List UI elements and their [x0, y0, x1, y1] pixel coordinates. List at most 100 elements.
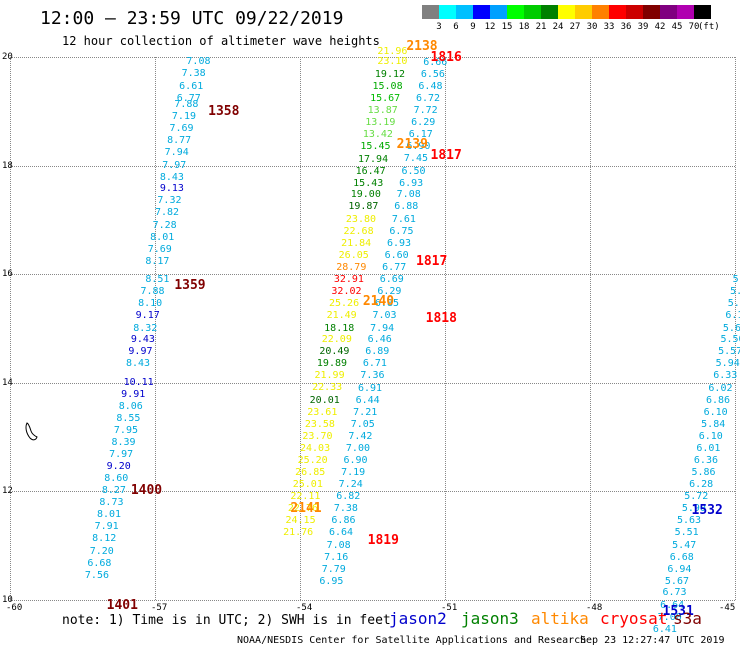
scale-swatch: [626, 5, 643, 19]
wave-height-value: 15.45: [360, 141, 391, 153]
latitude-label: 16: [2, 269, 13, 280]
wave-height-value: 15.43: [353, 177, 384, 189]
scale-swatch: [558, 5, 575, 19]
wave-height-value: 8.77: [167, 135, 192, 147]
wave-height-value: 25.26: [329, 298, 360, 310]
wave-height-value: 6.71: [362, 358, 387, 370]
wave-height-value: 6.56: [420, 68, 445, 80]
wave-height-value: 7.69: [147, 243, 172, 255]
pass-time-label: 2138: [406, 39, 438, 55]
legend-item-jason2: jason2: [389, 609, 447, 628]
latitude-gridline: [10, 57, 735, 58]
wave-height-value: 32.02: [331, 286, 362, 298]
pass-time-label: 1816: [430, 50, 462, 65]
pass-time-label: 2139: [396, 136, 428, 152]
wave-height-value: 28.79: [336, 261, 367, 273]
wave-height-value: 15.67: [370, 92, 401, 104]
scale-label: 36: [620, 22, 632, 32]
pass-time-label: 1817: [416, 253, 448, 269]
scale-swatch: [456, 5, 473, 19]
wave-height-value: 25.20: [297, 454, 328, 466]
wave-height-value: 7.42: [348, 431, 373, 443]
wave-height-value: 6.90: [406, 141, 431, 153]
wave-height-value: 20.01: [309, 394, 340, 406]
scale-label: 45: [671, 22, 683, 32]
wave-height-value: 8.12: [92, 533, 117, 545]
wave-height-value: 7.97: [162, 159, 187, 171]
latitude-label: 14: [2, 377, 13, 388]
wave-height-value: 8.01: [97, 509, 122, 521]
wave-height-value: 7.95: [113, 424, 138, 436]
wave-height-value: 7.38: [181, 68, 206, 80]
wave-height-value: 6.95: [319, 575, 344, 587]
scale-label: 42: [654, 22, 666, 32]
wave-height-value: 6.10: [725, 310, 740, 321]
longitude-label: -48: [586, 603, 603, 613]
scale-label: 18: [518, 22, 530, 32]
wave-height-value: 24.03: [300, 443, 331, 455]
wave-height-value: 6.94: [667, 563, 692, 575]
wave-height-value: 9.13: [159, 183, 184, 195]
wave-height-value: 8.01: [150, 231, 175, 243]
wave-height-value: 5.63: [677, 515, 702, 527]
wave-height-value: 6.69: [379, 273, 404, 285]
wave-height-value: 7.38: [333, 503, 358, 515]
wave-height-value: 8.43: [126, 358, 151, 370]
wave-height-value: 23.61: [307, 406, 338, 418]
scale-swatch: [592, 5, 609, 19]
wave-height-value: 7.05: [350, 418, 375, 430]
wave-height-value: 6.10: [703, 406, 728, 418]
wave-height-value: 21.99: [314, 370, 345, 382]
pass-time-label: 1532: [691, 503, 723, 519]
wave-height-value: 6.02: [708, 382, 733, 394]
wave-height-value: 8.39: [111, 437, 136, 449]
longitude-gridline: [10, 57, 11, 600]
wave-height-value: 6.73: [662, 587, 687, 599]
wave-height-value: 7.97: [109, 449, 134, 461]
scale-label: 21: [535, 22, 547, 32]
wave-height-value: 7.94: [164, 147, 189, 159]
wave-height-value: 26.85: [295, 466, 326, 478]
scale-swatch: [507, 5, 524, 19]
wave-height-value: 6.29: [411, 117, 436, 129]
wave-height-value: 6.89: [365, 346, 390, 358]
wave-height-value: 6.60: [384, 249, 409, 261]
wave-height-value: 5.57: [718, 346, 740, 358]
wave-height-value: 7.08: [326, 539, 351, 551]
wave-height-value: 7.45: [403, 153, 428, 165]
pass-time-label: 2140: [362, 294, 395, 310]
wave-height-value: 8.27: [101, 485, 126, 497]
wave-height-value: 7.72: [413, 105, 438, 117]
scale-swatch: [643, 5, 660, 19]
wave-height-value: 7.32: [157, 195, 182, 207]
pass-time-label: 1818: [425, 310, 457, 326]
wave-height-value: 17.94: [358, 154, 389, 166]
scale-label: 15: [501, 22, 513, 32]
latitude-label: 20: [2, 52, 13, 62]
wave-height-value: 19.12: [374, 68, 406, 80]
wave-height-value: 6.82: [336, 490, 361, 502]
wave-height-value: 7.69: [169, 122, 194, 134]
scale-swatch: [575, 5, 592, 19]
wave-height-value: 7.28: [152, 219, 177, 231]
pass-time-label: 2141: [290, 500, 322, 516]
scale-label: 39: [637, 22, 649, 32]
latitude-label: 10: [2, 595, 13, 605]
wave-height-value: 5.67: [664, 575, 689, 587]
wave-height-value: 7.16: [324, 551, 349, 563]
wave-height-value: 7.21: [353, 406, 378, 418]
scale-label: 27: [569, 22, 581, 32]
scale-swatch: [490, 5, 507, 19]
wave-height-value: 6.72: [416, 92, 441, 104]
wave-height-value: 23.58: [304, 418, 335, 430]
latitude-gridline: [10, 274, 735, 276]
scale-swatch: [422, 5, 439, 19]
wave-height-value: 6.64: [660, 599, 685, 611]
pass-time-label: 1819: [367, 533, 399, 549]
wave-height-value: 19.87: [348, 201, 379, 213]
wave-height-value: 9.20: [106, 460, 131, 472]
wave-height-value: 7.20: [89, 545, 114, 557]
wave-height-value: 20.49: [319, 346, 350, 358]
wave-height-value: 32.91: [333, 273, 364, 285]
wave-height-value: 5.62: [722, 322, 740, 334]
